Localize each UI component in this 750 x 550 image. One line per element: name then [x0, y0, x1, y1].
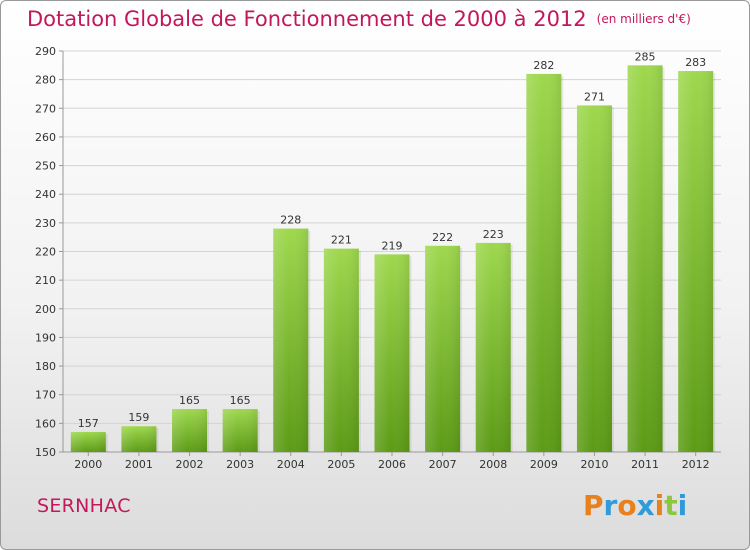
x-tick-label: 2009: [530, 458, 558, 471]
bar-shine: [576, 105, 612, 453]
y-tick-label: 240: [35, 188, 56, 201]
bar-shine: [70, 431, 106, 452]
y-tick-label: 170: [35, 389, 56, 402]
x-tick-label: 2010: [580, 458, 608, 471]
x-tick-label: 2012: [682, 458, 710, 471]
x-tick-label: 2001: [125, 458, 153, 471]
value-label: 228: [280, 214, 301, 227]
bar-shine: [526, 73, 562, 453]
value-label: 219: [382, 239, 403, 252]
bar-shine: [273, 228, 309, 452]
y-tick-label: 270: [35, 102, 56, 115]
x-tick-label: 2002: [176, 458, 204, 471]
y-tick-label: 250: [35, 160, 56, 173]
value-label: 285: [635, 50, 656, 63]
x-tick-label: 2007: [429, 458, 457, 471]
value-label: 282: [533, 59, 554, 72]
y-tick-label: 260: [35, 131, 56, 144]
y-tick-label: 160: [35, 417, 56, 430]
value-label: 271: [584, 90, 605, 103]
x-tick-label: 2008: [479, 458, 507, 471]
y-tick-label: 190: [35, 331, 56, 344]
x-tick-label: 2006: [378, 458, 406, 471]
x-tick-label: 2003: [226, 458, 254, 471]
y-tick-label: 280: [35, 74, 56, 87]
bar-shine: [627, 65, 663, 453]
value-label: 165: [179, 394, 200, 407]
place-name: SERNHAC: [37, 495, 131, 517]
bar-shine: [678, 71, 714, 453]
x-tick-label: 2000: [74, 458, 102, 471]
y-tick-label: 150: [35, 446, 56, 459]
bar-shine: [172, 409, 208, 452]
chart-title: Dotation Globale de Fonctionnement de 20…: [27, 7, 691, 31]
labels: 157 2000 159 2001 165 2002 165 2003 228 2004 221 20…: [74, 50, 709, 471]
proxiti-logo[interactable]: Proxiti: [583, 489, 687, 522]
value-label: 222: [432, 231, 453, 244]
y-tick-label: 290: [35, 45, 56, 58]
value-label: 223: [483, 228, 504, 241]
logo-letter: o: [617, 489, 637, 522]
logo-letter: x: [636, 489, 655, 522]
chart-title-text: Dotation Globale de Fonctionnement de 20…: [27, 7, 587, 31]
value-label: 283: [685, 56, 706, 69]
logo-letter: i: [677, 489, 688, 522]
bar-shine: [374, 254, 410, 452]
y-tick-label: 230: [35, 217, 56, 230]
logo-letter: r: [603, 489, 618, 522]
bar-shine: [323, 248, 359, 452]
y-tick-label: 180: [35, 360, 56, 373]
bar-shine: [222, 409, 258, 452]
x-tick-label: 2004: [277, 458, 305, 471]
bar-shine: [425, 245, 461, 452]
chart-unit: (en milliers d'€): [596, 12, 691, 26]
value-label: 165: [230, 394, 251, 407]
bar-shine: [121, 426, 157, 452]
logo-letter: P: [583, 489, 604, 522]
x-tick-label: 2011: [631, 458, 659, 471]
bar-shine: [475, 242, 511, 452]
logo-letter: i: [654, 489, 665, 522]
y-tick-label: 200: [35, 303, 56, 316]
value-label: 221: [331, 234, 352, 247]
logo-letter: t: [664, 489, 678, 522]
bars: [70, 65, 716, 453]
y-tick-label: 220: [35, 246, 56, 259]
value-label: 159: [128, 411, 149, 424]
y-tick-label: 210: [35, 274, 56, 287]
value-label: 157: [78, 417, 99, 430]
x-tick-label: 2005: [327, 458, 355, 471]
